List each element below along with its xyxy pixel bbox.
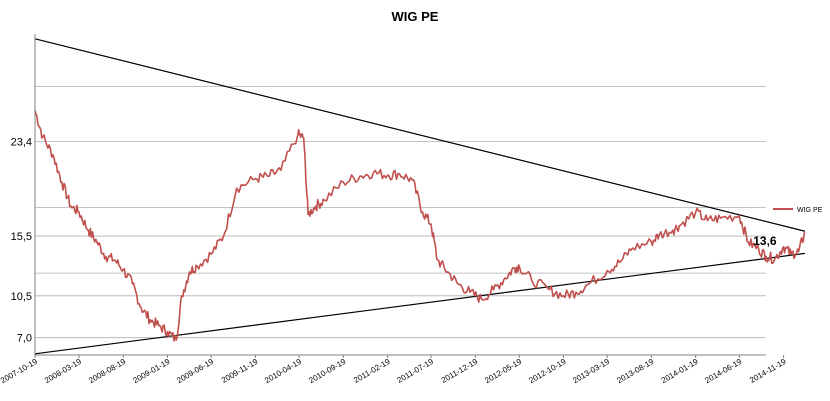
x-tick-label: 2012-05-19 xyxy=(483,357,523,386)
chart-title: WIG PE xyxy=(392,9,439,24)
x-tick-label: 2011-02-19 xyxy=(352,357,392,385)
x-tick-label: 2009-11-19 xyxy=(220,357,260,385)
x-tick-label: 2013-08-19 xyxy=(615,357,655,386)
x-tick-label: 2012-10-19 xyxy=(528,357,568,386)
x-tick-label: 2011-07-19 xyxy=(396,357,436,385)
x-tick-label: 2014-11-19 xyxy=(748,357,788,385)
x-tick-label: 2010-04-19 xyxy=(263,357,303,386)
grid-lines xyxy=(35,86,766,339)
legend: WIG PE xyxy=(773,207,823,214)
trendline-upper xyxy=(34,38,806,232)
x-tick-label: 2013-03-19 xyxy=(571,357,611,386)
series-line-wig-pe xyxy=(34,110,806,342)
annotations: 13,6 xyxy=(753,234,777,248)
legend-label: WIG PE xyxy=(797,207,823,214)
y-tick-labels: 7,0 10,5 15,5 23,4 xyxy=(11,137,32,345)
x-tick-label: 2010-09-19 xyxy=(307,357,347,386)
x-tick-labels: 2007-10-19 2008-03-19 2008-08-19 2009-01-19… xyxy=(0,355,788,385)
trend-lines xyxy=(34,38,806,355)
x-tick-label: 2011-12-19 xyxy=(440,357,480,385)
x-tick-label: 2009-01-19 xyxy=(132,357,172,386)
trendline-lower xyxy=(34,252,806,355)
x-tick-label: 2008-08-19 xyxy=(87,357,127,386)
x-tick-label: 2008-03-19 xyxy=(43,357,83,386)
y-tick-label: 7,0 xyxy=(17,333,32,345)
annotation-label: 13,6 xyxy=(753,234,777,248)
y-tick-label: 23,4 xyxy=(11,137,32,149)
x-tick-label: 2007-10-19 xyxy=(0,357,39,386)
y-tick-label: 15,5 xyxy=(11,231,32,243)
axes xyxy=(34,34,766,356)
x-tick-label: 2009-06-19 xyxy=(175,357,215,386)
x-tick-label: 2014-06-19 xyxy=(703,357,743,386)
series-group xyxy=(34,110,806,342)
x-tick-label: 2014-01-19 xyxy=(660,357,700,386)
y-tick-label: 10,5 xyxy=(11,291,32,303)
